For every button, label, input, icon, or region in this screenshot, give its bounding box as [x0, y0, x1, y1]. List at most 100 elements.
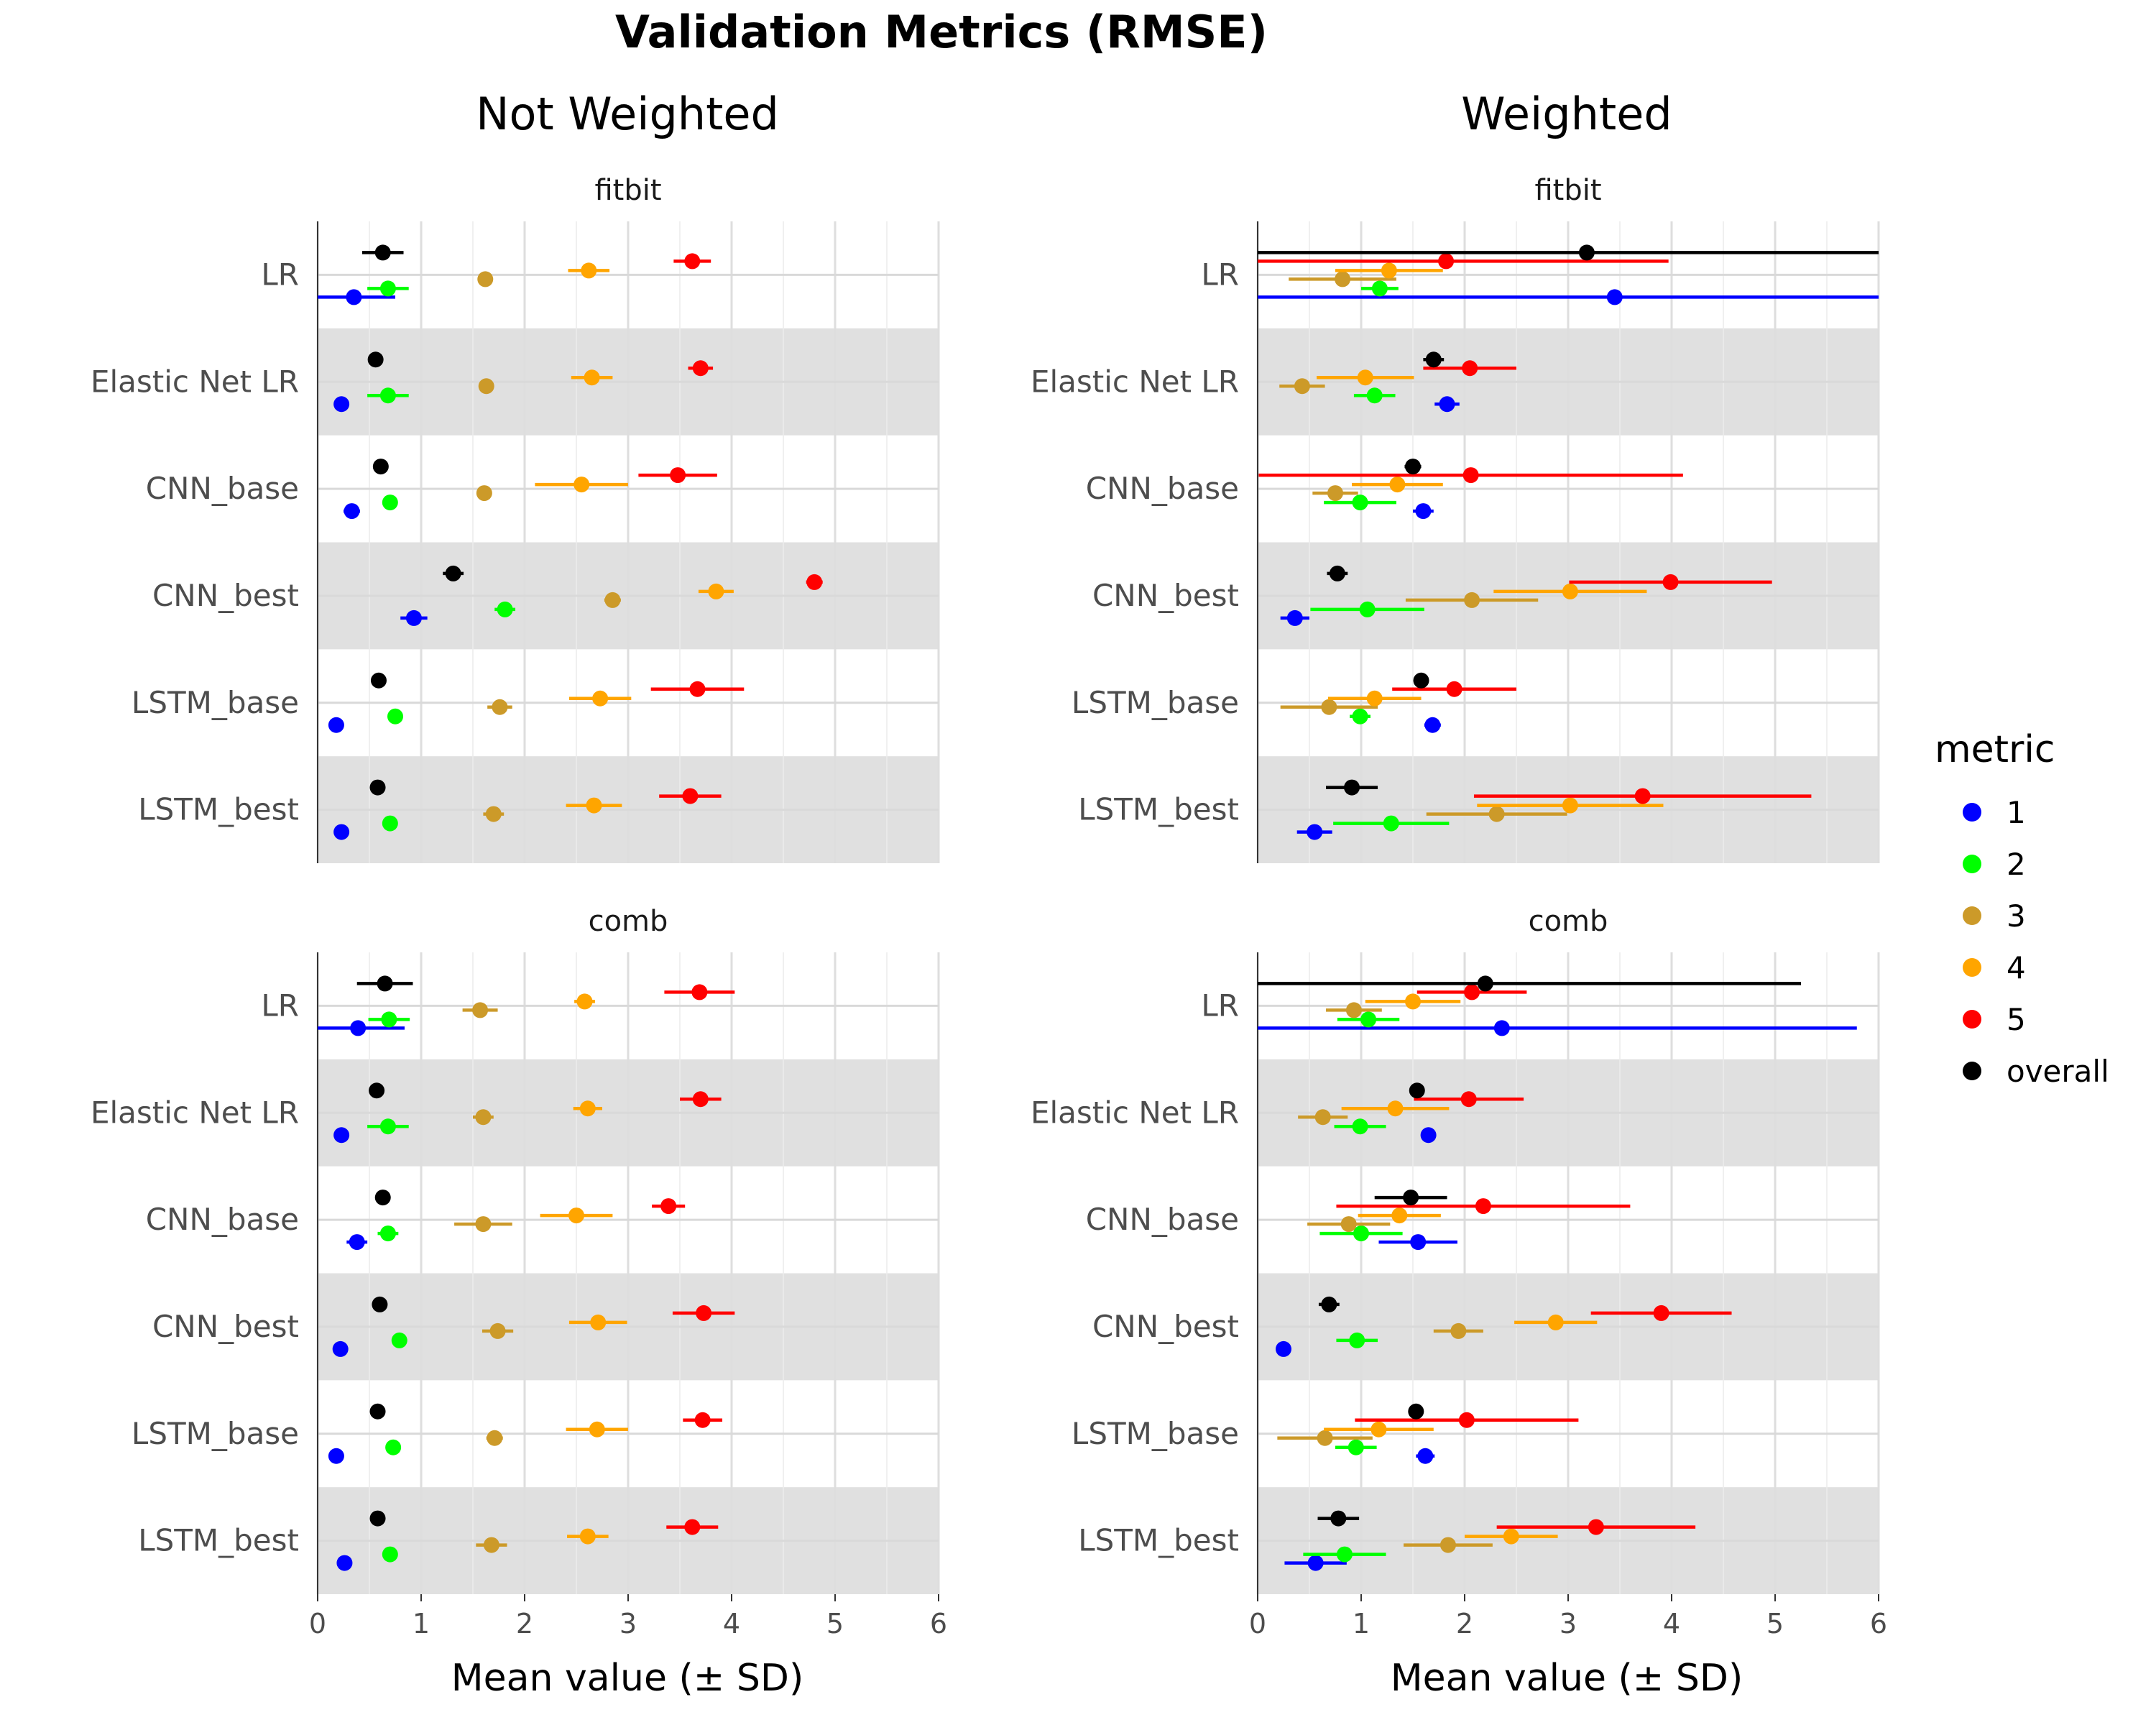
legend: metric 1 2 3 4 5 overall: [1935, 728, 2109, 1089]
panels: fitbit LR Elastic Net LR CNN_base CNN_best LS…: [91, 174, 1887, 1639]
point-lstm-base-metric-2: [1352, 708, 1368, 724]
point-cnn-best-metric-overall: [445, 565, 461, 581]
point-lr-metric-4: [1381, 262, 1397, 279]
legend-label-4: 4: [2007, 950, 2026, 985]
legend-label-5: 5: [2007, 1002, 2026, 1037]
x-axis-label-not-weighted: Mean value (± SD): [451, 1657, 804, 1700]
point-elastic-net-lr-metric-overall: [1409, 1082, 1425, 1099]
point-cnn-base-metric-4: [573, 477, 590, 493]
x-tick-label: 3: [619, 1608, 637, 1639]
legend-key-3: [1963, 906, 1981, 925]
point-lr-metric-overall: [377, 975, 393, 992]
y-tick-label-lstm-base: LSTM_base: [1072, 685, 1239, 720]
point-lstm-base-metric-4: [589, 1421, 605, 1438]
point-lstm-base-metric-1: [1424, 717, 1441, 733]
point-cnn-best-metric-overall: [1329, 565, 1345, 581]
point-cnn-best-metric-3: [1450, 1322, 1467, 1339]
point-lr-metric-1: [346, 289, 362, 305]
y-tick-label-cnn-best: CNN_best: [152, 1309, 299, 1344]
panel-weighted-fitbit: fitbit LR Elastic Net LR CNN_base CNN_best LS…: [1031, 174, 1880, 863]
point-elastic-net-lr-metric-overall: [367, 351, 384, 368]
point-cnn-best-metric-1: [405, 610, 422, 626]
point-cnn-base-metric-5: [670, 467, 686, 484]
x-tick-label: 4: [723, 1608, 740, 1639]
point-lstm-best-metric-4: [579, 1528, 596, 1545]
data-marks: [318, 244, 823, 840]
x-axis-label-weighted: Mean value (± SD): [1391, 1657, 1743, 1700]
chart-title: Validation Metrics (RMSE): [615, 6, 1268, 58]
x-tick-label: 6: [930, 1608, 947, 1639]
y-tick-label-elastic-net-lr: Elastic Net LR: [91, 1095, 299, 1130]
x-tick-label: 6: [1870, 1608, 1887, 1639]
point-cnn-base-metric-2: [382, 494, 398, 511]
facet-strip-label: fitbit: [594, 174, 661, 207]
point-elastic-net-lr-metric-5: [1460, 1091, 1477, 1108]
point-cnn-best-metric-5: [1662, 574, 1679, 590]
point-elastic-net-lr-metric-5: [692, 360, 709, 377]
data-marks: [318, 975, 735, 1571]
point-lstm-best-metric-overall: [369, 1510, 386, 1527]
x-tick-label: 2: [516, 1608, 533, 1639]
point-lr-metric-3: [1335, 271, 1351, 288]
point-cnn-base-metric-4: [1391, 1208, 1408, 1224]
point-lstm-base-metric-5: [694, 1412, 711, 1428]
point-cnn-base-metric-2: [1352, 494, 1368, 511]
point-lr-metric-5: [691, 984, 708, 1000]
point-lstm-base-metric-5: [1446, 681, 1462, 697]
point-cnn-best-metric-4: [1562, 583, 1578, 599]
point-lr-metric-3: [1345, 1002, 1362, 1018]
point-elastic-net-lr-metric-2: [379, 1118, 396, 1135]
panel-not-weighted-comb: comb LR Elastic Net LR CNN_base CNN_best LSTM…: [91, 905, 947, 1639]
point-cnn-base-metric-3: [476, 485, 492, 502]
point-lstm-base-metric-2: [385, 1439, 402, 1455]
point-lstm-base-metric-1: [328, 717, 344, 733]
point-lstm-base-metric-4: [1370, 1421, 1387, 1438]
x-tick-label: 1: [413, 1608, 430, 1639]
point-cnn-base-metric-1: [1410, 1234, 1427, 1251]
y-tick-label-elastic-net-lr: Elastic Net LR: [1031, 364, 1239, 399]
point-lstm-best-metric-5: [682, 788, 699, 804]
legend-key-5: [1963, 1010, 1981, 1029]
point-cnn-base-metric-3: [1327, 485, 1343, 502]
point-lstm-best-metric-overall: [369, 779, 386, 796]
legend-label-overall: overall: [2007, 1054, 2109, 1089]
point-cnn-best-metric-5: [806, 574, 823, 590]
point-lstm-base-metric-overall: [1413, 672, 1429, 689]
point-cnn-base-metric-3: [475, 1216, 492, 1233]
y-tick-label-lstm-best: LSTM_best: [138, 1523, 299, 1558]
y-tick-label-cnn-base: CNN_base: [146, 1202, 299, 1237]
point-lstm-best-metric-1: [333, 824, 350, 840]
point-cnn-best-metric-5: [1653, 1305, 1669, 1321]
point-lr-metric-3: [472, 1002, 489, 1018]
point-lstm-best-metric-4: [1503, 1528, 1519, 1545]
point-lstm-best-metric-4: [586, 797, 602, 814]
panel-weighted-comb: comb LR Elastic Net LR CNN_base CNN_best LSTM…: [1031, 905, 1887, 1639]
point-lstm-base-metric-4: [592, 690, 609, 707]
point-cnn-best-metric-1: [1276, 1340, 1291, 1357]
point-lr-metric-3: [477, 271, 494, 288]
point-cnn-best-metric-overall: [372, 1296, 388, 1312]
y-tick-label-elastic-net-lr: Elastic Net LR: [91, 364, 299, 399]
x-tick-label: 5: [826, 1608, 844, 1639]
point-lstm-base-metric-5: [1458, 1412, 1475, 1428]
point-lstm-best-metric-2: [1336, 1546, 1353, 1563]
point-lstm-best-metric-3: [485, 806, 502, 822]
point-cnn-best-metric-3: [604, 592, 621, 608]
point-cnn-best-metric-4: [590, 1314, 607, 1330]
point-elastic-net-lr-metric-5: [692, 1091, 709, 1108]
column-title-not-weighted: Not Weighted: [476, 88, 779, 140]
point-cnn-base-metric-4: [1389, 477, 1406, 493]
point-cnn-base-metric-1: [1415, 503, 1432, 520]
legend-key-4: [1963, 958, 1981, 977]
point-lstm-best-metric-1: [1307, 824, 1323, 840]
point-elastic-net-lr-metric-5: [1462, 360, 1478, 377]
point-cnn-base-metric-3: [1340, 1216, 1357, 1233]
data-marks: [1258, 975, 1857, 1571]
point-lr-metric-5: [684, 253, 701, 270]
point-cnn-best-metric-2: [1359, 601, 1376, 617]
point-cnn-base-metric-1: [344, 503, 360, 520]
point-cnn-base-metric-2: [379, 1225, 396, 1242]
point-elastic-net-lr-metric-1: [333, 1127, 350, 1144]
legend-title: metric: [1935, 728, 2055, 771]
point-lstm-base-metric-3: [487, 1430, 503, 1446]
